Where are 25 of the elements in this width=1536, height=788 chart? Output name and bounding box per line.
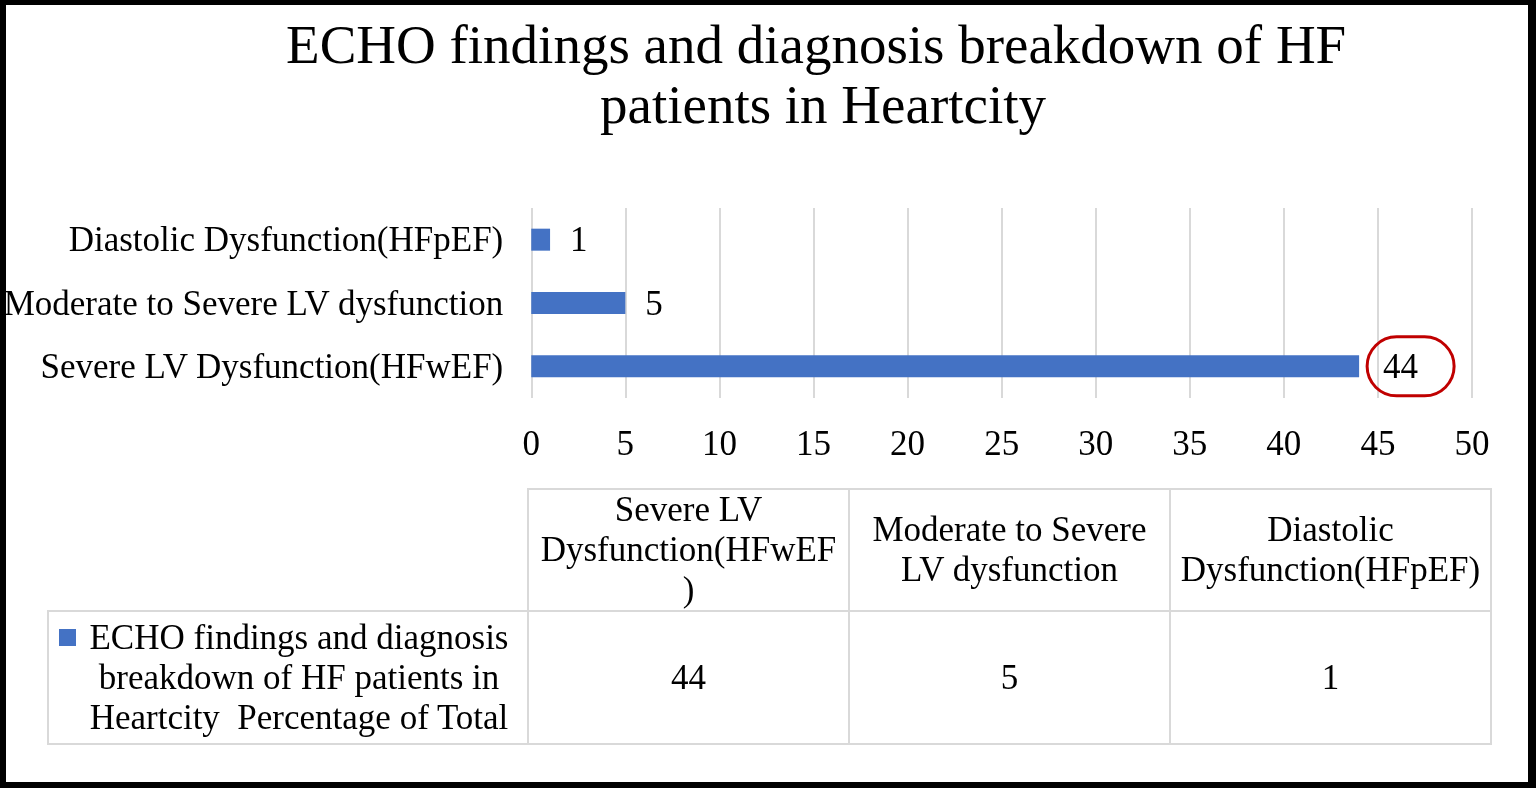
text: 44	[671, 657, 706, 697]
y-tick-label: Diastolic Dysfunction(HFpEF)	[68, 220, 504, 260]
data-label: 1	[570, 220, 588, 260]
category-label: Moderate to Severe LV dysfunction	[872, 510, 1147, 589]
x-tick-label: 5	[616, 424, 635, 463]
x-tick-label: 30	[1078, 424, 1114, 463]
category-label: Diastolic Dysfunction(HFpEF)	[1180, 510, 1481, 589]
x-tick-label: 20	[890, 424, 926, 463]
legend-label: ECHO findings and diagnosis breakdown of HF patients in Heartcity Percentage of Total	[88, 617, 510, 738]
text: 5	[1000, 657, 1019, 697]
x-tick-label: 50	[1454, 424, 1490, 463]
x-tick-label: 15	[795, 424, 831, 463]
data-label: 44	[1383, 346, 1419, 386]
x-tick-label: 0	[522, 424, 540, 463]
x-tick-label: 45	[1360, 424, 1396, 463]
x-tick-label: 40	[1266, 424, 1302, 463]
y-tick-label: Moderate to Severe LV dysfunction	[3, 283, 504, 323]
x-tick-label: 10	[701, 424, 737, 463]
chart-title: ECHO findings and diagnosis breakdown of HF patients in Heartcity	[286, 13, 1360, 135]
x-tick-label: 35	[1172, 424, 1208, 463]
x-tick-label: 25	[984, 424, 1020, 463]
data-label: 5	[645, 283, 663, 323]
y-tick-label: Severe LV Dysfunction(HFwEF)	[40, 346, 504, 386]
text: 1	[1321, 657, 1340, 697]
category-label: Severe LV Dysfunction(HFwEF)	[540, 490, 837, 609]
